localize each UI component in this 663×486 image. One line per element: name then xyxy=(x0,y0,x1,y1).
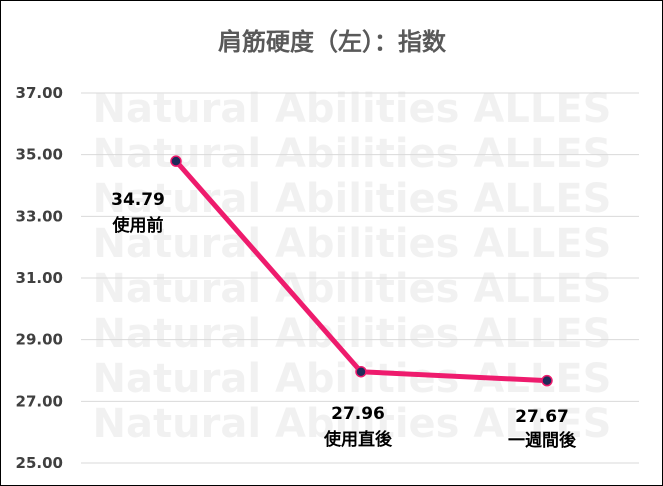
y-tick-label: 37.00 xyxy=(16,84,63,102)
watermark-text: Natural Abilities ALLES xyxy=(93,401,612,447)
y-tick-label: 29.00 xyxy=(16,331,63,349)
data-labels: 34.79 使用前 27.96 使用直後 27.67 一週間後 xyxy=(111,190,577,451)
watermark-text: Natural Abilities ALLES xyxy=(93,176,612,222)
y-axis-ticks: 37.00 35.00 33.00 31.00 29.00 27.00 25.00 xyxy=(16,84,63,472)
watermark-text: Natural Abilities ALLES xyxy=(93,311,612,357)
category-label: 使用直後 xyxy=(323,429,393,450)
watermark-text: Natural Abilities ALLES xyxy=(93,221,612,267)
category-label: 使用前 xyxy=(112,215,164,236)
category-label: 一週間後 xyxy=(508,430,577,451)
value-label: 27.96 xyxy=(331,404,385,424)
value-label: 27.67 xyxy=(515,407,569,427)
watermark-text: Natural Abilities ALLES xyxy=(93,266,612,312)
data-markers xyxy=(170,155,553,387)
data-point xyxy=(170,155,182,167)
data-point xyxy=(541,374,553,387)
y-tick-label: 27.00 xyxy=(16,392,63,410)
watermark-text: Natural Abilities ALLES xyxy=(93,131,612,177)
gridlines xyxy=(81,92,639,464)
chart-title: 肩筋硬度（左）：指数 xyxy=(218,28,447,56)
y-tick-label: 25.00 xyxy=(16,454,63,472)
y-tick-label: 33.00 xyxy=(16,207,63,225)
value-label: 34.79 xyxy=(111,190,165,210)
watermark-text: Natural Abilities ALLES xyxy=(93,86,612,132)
y-tick-label: 31.00 xyxy=(16,269,63,287)
data-point xyxy=(355,365,367,378)
y-tick-label: 35.00 xyxy=(16,146,63,164)
